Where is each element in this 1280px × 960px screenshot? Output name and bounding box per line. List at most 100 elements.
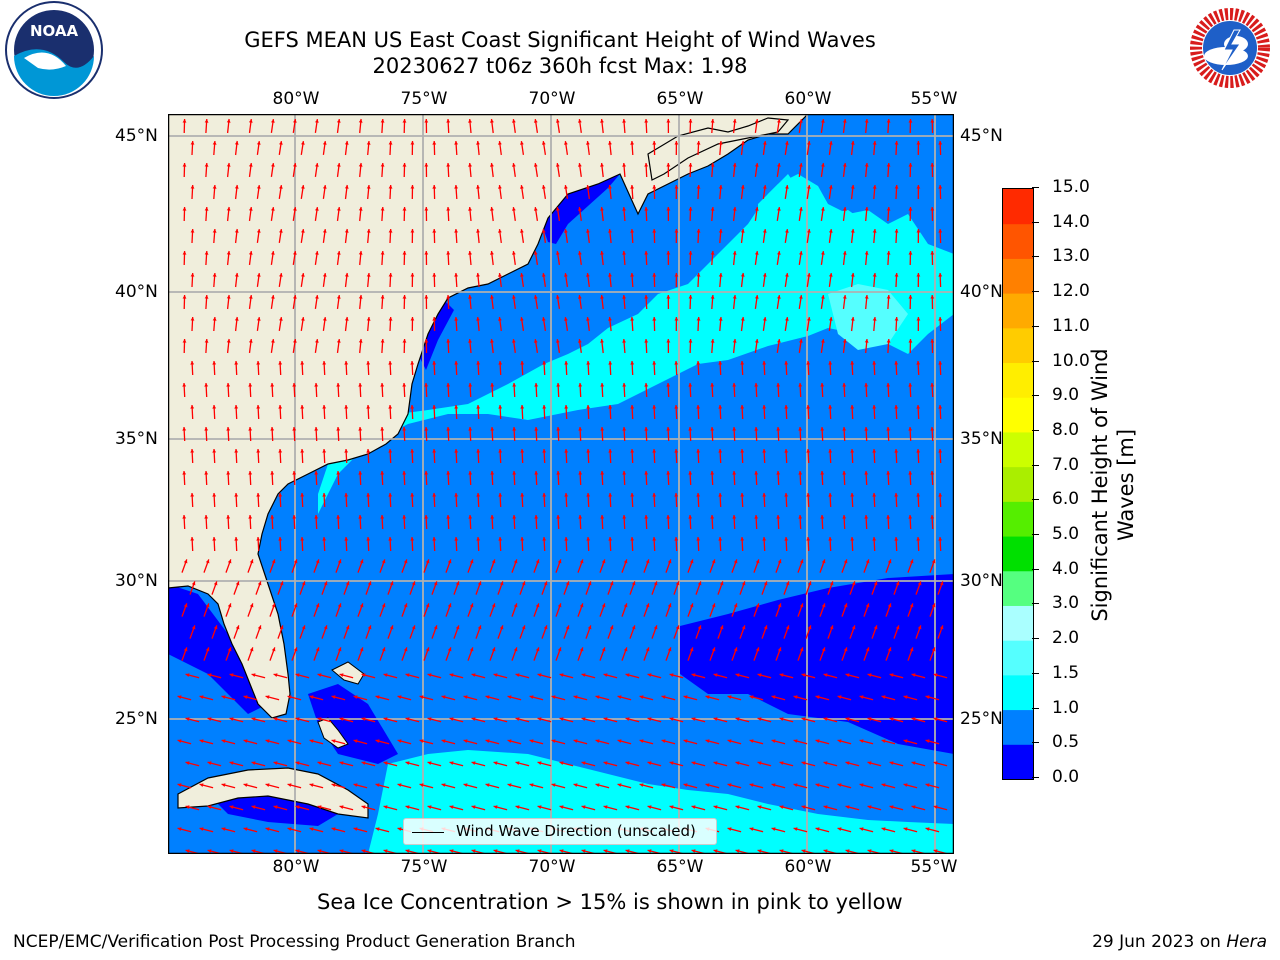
wave-arrow-head — [314, 427, 319, 431]
wave-arrow-head — [257, 625, 262, 630]
wave-arrow-head — [821, 339, 825, 343]
wave-arrow-head — [903, 783, 908, 787]
wave-arrow-head — [608, 317, 612, 321]
wave-arrow-head — [754, 427, 759, 431]
wave-arrow-head — [779, 761, 784, 765]
wave-arrow-head — [300, 449, 305, 453]
wave-arrow-head — [732, 427, 737, 431]
wave-arrow-head — [454, 361, 459, 365]
wave-arrow-head — [512, 427, 517, 431]
wave-arrow-head — [696, 449, 701, 453]
wave-arrow-head — [718, 405, 723, 409]
wave-arrow-head — [630, 537, 635, 541]
wave-arrow-head — [207, 849, 212, 853]
wave-arrow-head — [886, 295, 891, 299]
wave-arrow-head — [366, 449, 371, 453]
wave-arrow-head — [403, 603, 408, 608]
wave-arrow-head — [777, 295, 781, 299]
wave-arrow-head — [405, 717, 410, 721]
wave-arrow-head — [533, 251, 538, 255]
wave-arrow-head — [564, 361, 569, 365]
wave-arrow-head — [336, 383, 341, 387]
wave-arrow-head — [807, 141, 811, 145]
wave-arrow-head — [625, 761, 630, 765]
wave-arrow-head — [221, 695, 226, 699]
wave-arrow-head — [339, 717, 344, 721]
wave-arrow-head — [468, 427, 473, 431]
wave-arrow-head — [777, 603, 782, 608]
wave-arrow-head — [564, 537, 569, 541]
wave-arrow-head — [243, 695, 248, 699]
wave-arrow-head — [433, 581, 438, 586]
wave-arrow-head — [229, 673, 234, 677]
wave-arrow-head — [315, 603, 320, 608]
wave-arrow-head — [916, 317, 921, 321]
wave-arrow-head — [199, 695, 204, 699]
wave-arrow-head — [842, 163, 847, 167]
wave-arrow-head — [799, 163, 803, 167]
wave-arrow-head — [279, 273, 283, 277]
wave-arrow-head — [669, 761, 674, 765]
wave-arrow-head — [344, 317, 349, 321]
wave-arrow-head — [600, 163, 604, 167]
wave-arrow-head — [930, 207, 935, 211]
wave-arrow-head — [471, 761, 476, 765]
wave-arrow-head — [595, 783, 600, 787]
wave-arrow-head — [221, 783, 226, 787]
wave-arrow-head — [537, 849, 542, 853]
wave-arrow-head — [490, 383, 495, 387]
wave-arrow-head — [603, 849, 608, 853]
wave-arrow-head — [608, 493, 613, 497]
wave-arrow-head — [427, 849, 432, 853]
wave-arrow-head — [601, 603, 606, 608]
wave-arrow-head — [754, 295, 759, 299]
wave-arrow-head — [433, 625, 438, 630]
wave-arrow-head — [337, 559, 342, 564]
wave-arrow-head — [661, 739, 666, 743]
wave-arrow-head — [226, 163, 231, 167]
wave-arrow-head — [405, 805, 410, 809]
wave-arrow-head — [843, 603, 848, 608]
wave-arrow-head — [226, 471, 231, 475]
colorbar-tick-mark — [1032, 707, 1039, 709]
wave-arrow-head — [449, 717, 454, 721]
wave-arrow-head — [204, 427, 209, 431]
wave-arrow-head — [600, 251, 604, 255]
noaa-logo-text: NOAA — [30, 22, 79, 40]
wave-arrow-head — [683, 695, 688, 699]
wave-arrow-head — [586, 185, 590, 189]
wave-arrow-head — [410, 537, 415, 541]
wave-arrow-head — [718, 229, 723, 233]
wave-arrow-head — [559, 805, 564, 809]
wave-arrow-head — [793, 695, 798, 699]
wave-arrow-head — [644, 119, 649, 123]
wave-arrow-head — [652, 229, 657, 233]
wave-arrow-head — [388, 185, 393, 189]
wave-arrow-head — [529, 695, 534, 699]
wave-arrow-head — [749, 739, 754, 743]
wave-arrow-head — [777, 647, 782, 652]
wave-arrow-head — [688, 119, 693, 123]
wave-arrow-head — [617, 739, 622, 743]
wave-arrow-head — [490, 295, 494, 299]
wave-arrow-head — [828, 537, 833, 541]
wave-arrow-head — [564, 317, 568, 321]
wave-arrow-head — [243, 827, 248, 831]
wave-arrow-head — [491, 603, 496, 608]
wave-arrow-head — [512, 251, 516, 255]
wave-arrow-head — [257, 581, 262, 586]
wave-arrow-head — [872, 405, 877, 409]
wave-arrow-head — [807, 317, 811, 321]
wave-arrow-head — [864, 471, 869, 475]
wave-arrow-head — [881, 695, 886, 699]
wave-arrow-head — [705, 783, 710, 787]
wave-arrow-head — [652, 273, 657, 277]
wave-arrow-head — [287, 827, 292, 831]
colorbar-tick-mark — [1032, 638, 1039, 640]
wave-arrow-head — [653, 625, 658, 630]
wave-arrow-head — [938, 405, 943, 409]
wave-arrow-head — [279, 185, 283, 189]
wave-arrow-head — [234, 493, 239, 497]
wave-arrow-head — [182, 295, 187, 299]
wave-arrow-head — [710, 163, 715, 167]
